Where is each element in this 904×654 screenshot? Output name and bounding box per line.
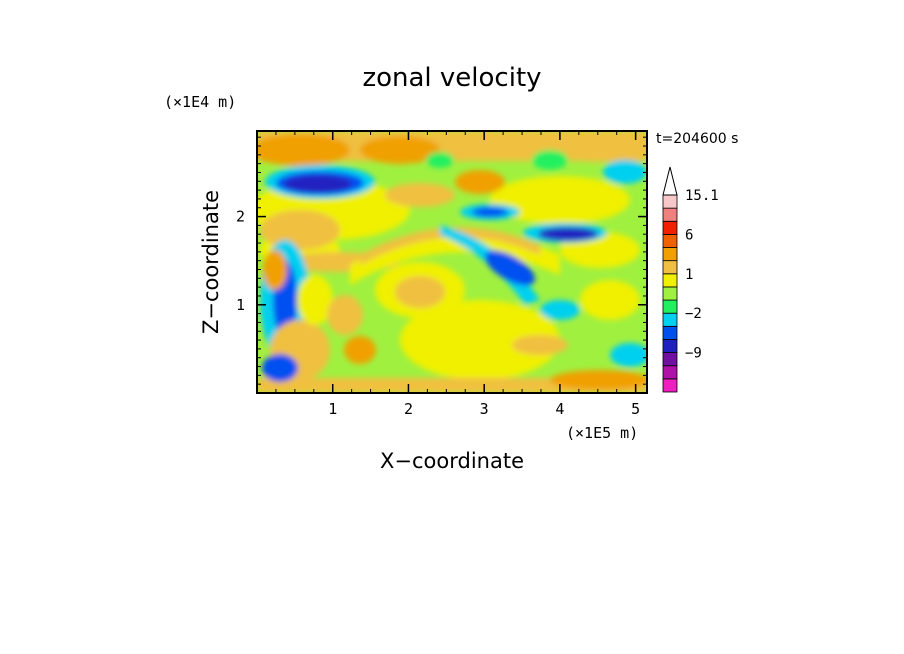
colorbar-swatch [662,207,678,222]
colorbar-swatch [662,194,678,209]
plot-frame [256,130,648,394]
y-axis-ticks: 12 [236,208,647,314]
colorbar-label: 6 [685,227,693,243]
x-axis-label: X−coordinate [380,449,524,473]
colorbar-swatch [662,339,678,354]
x-tick-label: 2 [404,400,413,418]
x-tick-label: 3 [480,400,489,418]
colorbar-swatch [662,299,678,314]
x-scale-label: (×1E5 m) [566,424,638,442]
colorbar-label: 1 [685,267,693,283]
colorbar-swatch [662,352,678,367]
colorbar-swatch [662,286,678,301]
colorbar-label: −2 [685,306,702,322]
colorbar-swatch [662,247,678,262]
colorbar-swatch [662,233,678,248]
colorbar-label: −9 [685,346,702,362]
colorbar-label: 15.1 [685,188,719,204]
x-tick-label: 5 [631,400,640,418]
colorbar-swatch [662,378,678,393]
chart-title: zonal velocity [362,63,541,93]
x-axis-ticks: 1 2 3 4 5 [328,131,640,418]
colorbar-swatch [662,220,678,235]
colorbar-swatch [662,260,678,275]
y-tick-label: 2 [236,208,245,226]
y-scale-label: (×1E4 m) [164,93,236,111]
y-tick-label: 1 [236,296,245,314]
x-tick-label: 1 [328,400,337,418]
colorbar-swatch [662,312,678,327]
contour-field [257,131,647,393]
colorbar-swatch [662,325,678,340]
x-tick-label: 4 [555,400,564,418]
colorbar-extend-triangle [662,166,678,196]
colorbar-swatch [662,273,678,288]
y-axis-label: Z−coordinate [199,190,223,334]
colorbar-swatch [662,365,678,380]
colorbar: 15.1 6 1 −2 −9 [662,166,719,393]
time-label: t=204600 s [656,131,738,147]
